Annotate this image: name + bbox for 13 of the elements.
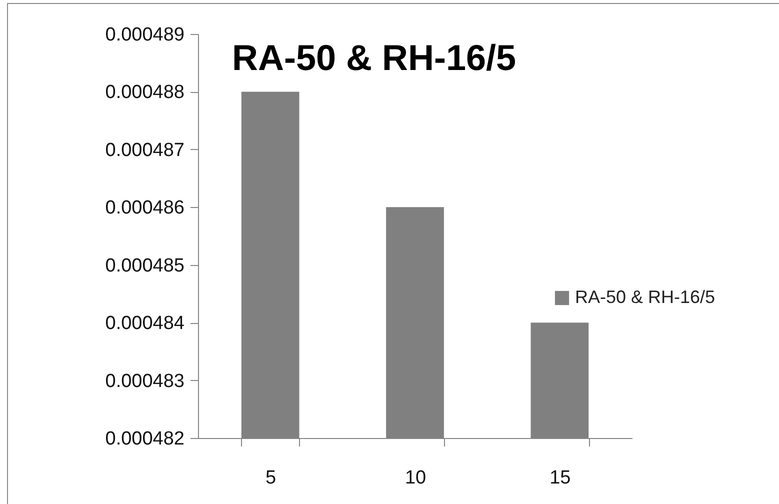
chart-title: RA-50 & RH-16/5	[232, 37, 516, 78]
x-tick-label: 10	[404, 468, 426, 488]
y-tick-label: 0.000485	[105, 255, 184, 276]
y-tick-label: 0.000487	[105, 140, 184, 161]
x-tick-label: 5	[266, 468, 276, 488]
legend-label: RA-50 & RH-16/5	[575, 287, 716, 307]
y-tick-label: 0.000482	[105, 428, 184, 450]
x-tick-label: 15	[550, 468, 571, 488]
y-tick-label: 0.000484	[105, 313, 185, 334]
y-tick-label: 0.000483	[105, 370, 184, 392]
y-tick-label: 0.000486	[105, 198, 184, 219]
y-tick-label: 0.000489	[105, 24, 184, 46]
y-tick-label: 0.000488	[105, 82, 184, 104]
